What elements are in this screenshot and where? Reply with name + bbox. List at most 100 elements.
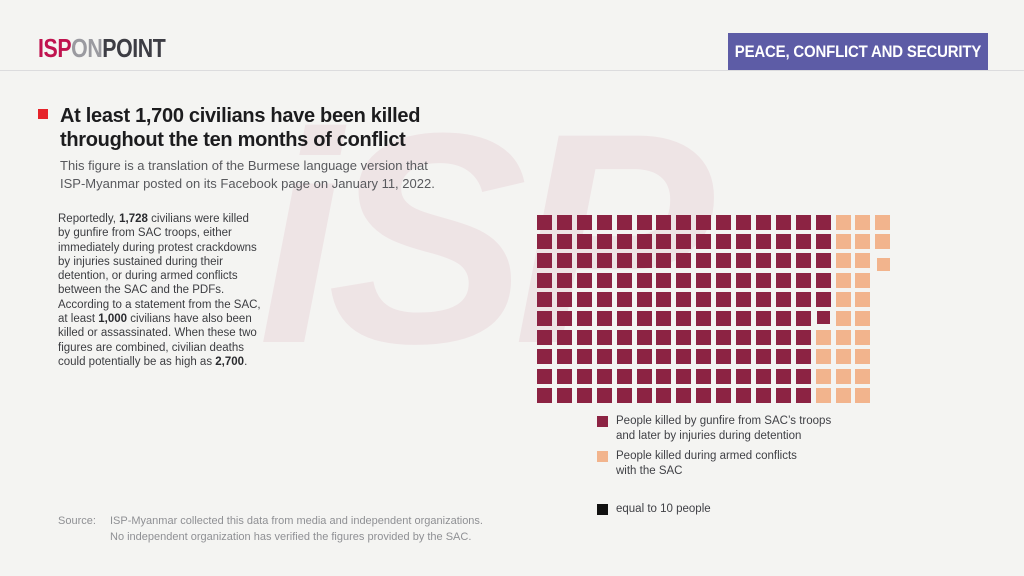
waffle-cell (676, 349, 692, 365)
waffle-cell (795, 349, 811, 365)
waffle-cell (676, 234, 692, 250)
body-text-line: killed or assassinated. When these two (58, 327, 257, 340)
waffle-cell (716, 253, 732, 269)
waffle-cell (616, 330, 632, 346)
waffle-cell (775, 253, 791, 269)
waffle-cell (736, 311, 751, 326)
body-paragraph: Reportedly, 1,728 civilians were killed b… (58, 212, 261, 369)
category-banner-label: PEACE, CONFLICT AND SECURITY (734, 41, 982, 61)
waffle-cell (755, 349, 771, 365)
waffle-cell (795, 368, 811, 384)
waffle-cell (736, 234, 751, 250)
waffle-cell (537, 253, 552, 269)
page-subtitle-line2: ISP-Myanmar posted on its Facebook page … (60, 175, 435, 191)
waffle-cell (795, 234, 811, 250)
waffle-cell (736, 272, 751, 288)
body-text-line: figures are combined, civilian deaths (58, 341, 245, 354)
body-text-line: at least 1,000 civilians have also been (58, 313, 252, 326)
waffle-cell (815, 330, 831, 346)
category-banner: PEACE, CONFLICT AND SECURITY (728, 33, 988, 70)
waffle-cell (616, 253, 632, 269)
body-text-line: by injuries sustained during their (58, 255, 223, 268)
page-title-line1: At least 1,700 civilians have been kille… (60, 105, 421, 127)
waffle-cell (855, 368, 871, 384)
waffle-cell (755, 330, 771, 346)
waffle-cell (656, 234, 672, 250)
waffle-cell (835, 234, 851, 250)
waffle-cell (755, 291, 771, 307)
chart-legend: People killed by gunfire from SAC’s troo… (597, 414, 831, 522)
waffle-cell (815, 253, 831, 269)
waffle-cell (676, 253, 692, 269)
page-subtitle: This figure is a translation of the Burm… (60, 157, 435, 192)
waffle-cell (636, 368, 652, 384)
waffle-cell (755, 272, 771, 288)
waffle-cell (716, 272, 732, 288)
waffle-cell (576, 253, 592, 269)
waffle-cell (716, 234, 732, 250)
waffle-cell (716, 349, 732, 365)
legend-item: People killed by gunfire from SAC’s troo… (597, 414, 831, 444)
waffle-cell (656, 272, 672, 288)
waffle-cell (596, 349, 612, 365)
waffle-cell (556, 272, 572, 288)
waffle-cell (775, 234, 791, 250)
waffle-cell (855, 253, 871, 269)
waffle-cell (875, 234, 891, 250)
waffle-cell (537, 387, 552, 403)
waffle-cell (755, 311, 771, 326)
source-note: Source: ISP-Myanmar collected this data … (58, 514, 483, 545)
waffle-cell (815, 234, 831, 250)
waffle-cell (596, 368, 612, 384)
waffle-cell (855, 234, 871, 250)
source-text-line1: ISP-Myanmar collected this data from med… (110, 515, 483, 527)
waffle-cell (576, 368, 592, 384)
legend-label: equal to 10 people (616, 503, 711, 515)
waffle-cell (576, 330, 592, 346)
waffle-cell (596, 311, 612, 326)
waffle-cell (656, 349, 672, 365)
waffle-cell (815, 215, 831, 230)
waffle-cell (855, 330, 871, 346)
legend-swatch (597, 416, 608, 427)
waffle-cell (596, 234, 612, 250)
waffle-cell (596, 215, 612, 230)
waffle-cell (556, 387, 572, 403)
waffle-cell (696, 272, 712, 288)
body-text-line: detention, or during armed conflicts (58, 270, 238, 283)
waffle-cell (696, 330, 712, 346)
waffle-cell (855, 291, 871, 307)
waffle-cell (616, 291, 632, 307)
waffle-cell (696, 368, 712, 384)
waffle-cell (696, 215, 712, 230)
waffle-cell (556, 349, 572, 365)
waffle-cell (636, 215, 652, 230)
waffle-cell (716, 330, 732, 346)
waffle-cell (537, 272, 552, 288)
waffle-cell (775, 330, 791, 346)
waffle-cell (676, 215, 692, 230)
body-text-line: by gunfire from SAC troops, either (58, 227, 232, 240)
waffle-cell (877, 258, 891, 272)
source-text: ISP-Myanmar collected this data from med… (110, 514, 483, 545)
waffle-cell (755, 368, 771, 384)
waffle-cell (676, 387, 692, 403)
waffle-cell (676, 272, 692, 288)
waffle-cell (537, 291, 552, 307)
body-text-line: According to a statement from the SAC, (58, 298, 261, 311)
waffle-cell (636, 349, 652, 365)
waffle-cell (596, 387, 612, 403)
waffle-cell (716, 215, 732, 230)
legend-label: People killed during armed conflicts with… (616, 450, 797, 477)
waffle-cell (537, 349, 552, 365)
waffle-cell (537, 330, 552, 346)
waffle-cell (576, 234, 592, 250)
waffle-cell (775, 349, 791, 365)
waffle-cell (636, 311, 652, 326)
waffle-cell (795, 387, 811, 403)
waffle-cell (676, 311, 692, 326)
waffle-cell (835, 368, 851, 384)
waffle-cell (795, 272, 811, 288)
waffle-cell (696, 234, 712, 250)
waffle-cell (636, 234, 652, 250)
